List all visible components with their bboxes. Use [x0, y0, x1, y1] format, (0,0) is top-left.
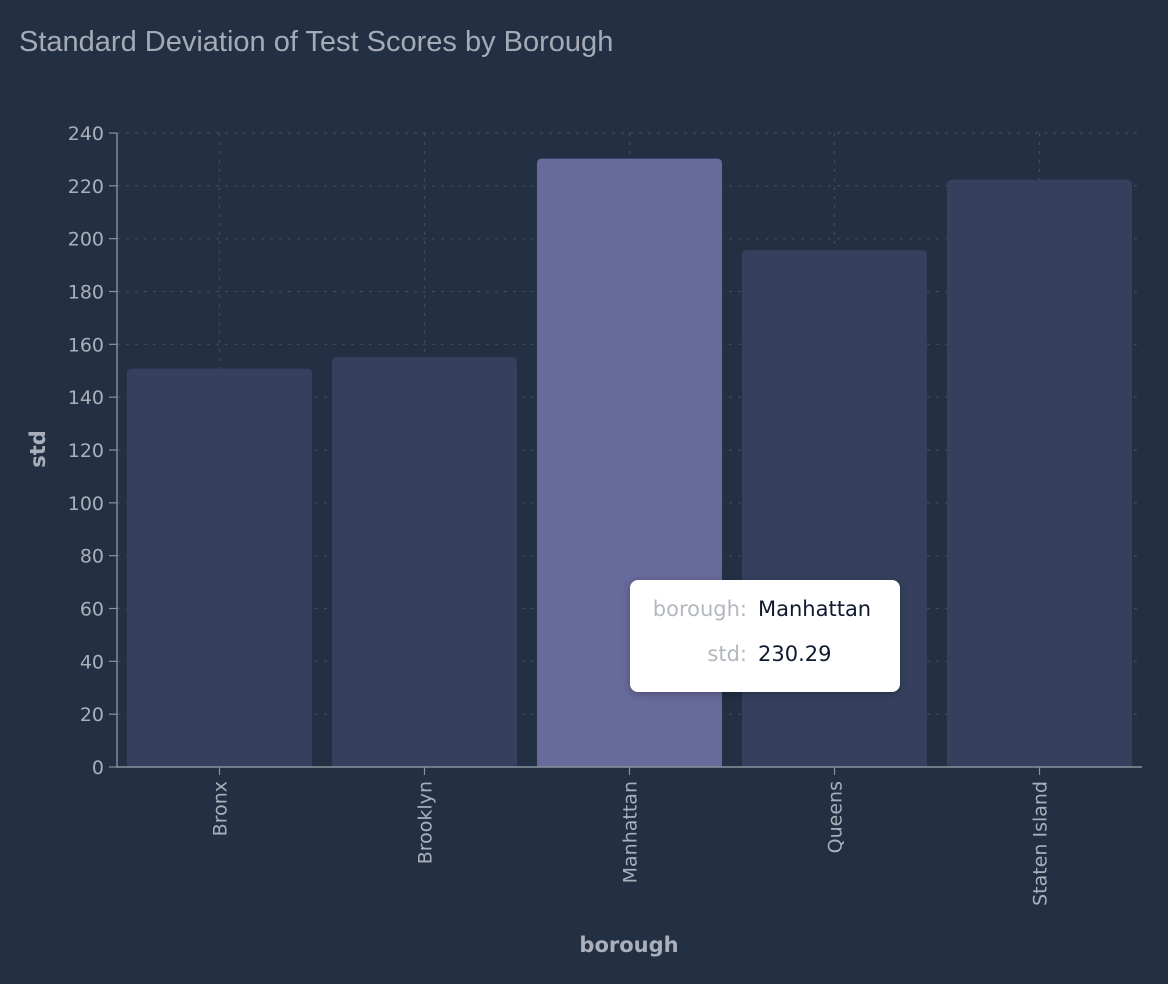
tooltip-value: Manhattan — [758, 597, 872, 621]
chart-title: Standard Deviation of Test Scores by Bor… — [19, 26, 614, 58]
y-axis-title: std — [26, 430, 50, 468]
y-tick-label: 80 — [80, 546, 104, 568]
y-tick-label: 20 — [80, 704, 104, 726]
y-tick-label: 200 — [68, 229, 104, 251]
y-tick-label: 40 — [80, 651, 104, 673]
y-tick-label: 140 — [68, 387, 104, 409]
y-tick-label: 220 — [68, 176, 104, 198]
y-tick-label: 180 — [68, 282, 104, 304]
bar-staten-island[interactable] — [947, 179, 1132, 767]
bar-bronx[interactable] — [127, 368, 312, 767]
x-tick-label: Bronx — [210, 781, 232, 836]
y-tick-label: 0 — [92, 757, 104, 779]
y-axis-ticks: 0 20 40 60 80 100 120 140 160 180 200 220 240 — [68, 123, 117, 779]
x-tick-label: Staten Island — [1030, 781, 1052, 906]
tooltip-row-borough: borough: Manhattan — [630, 597, 900, 627]
x-tick-label: Brooklyn — [415, 781, 437, 864]
tooltip-key: std: — [707, 642, 747, 666]
y-tick-label: 100 — [68, 493, 104, 515]
y-tick-label: 60 — [80, 599, 104, 621]
x-tick-label: Manhattan — [620, 781, 642, 883]
y-tick-label: 160 — [68, 334, 104, 356]
x-axis-ticks: Bronx Brooklyn Manhattan Queens Staten Islan… — [210, 767, 1052, 906]
x-tick-label: Queens — [825, 781, 847, 853]
tooltip-row-std: std: 230.29 — [630, 642, 900, 672]
y-tick-label: 120 — [68, 440, 104, 462]
tooltip: borough: Manhattan std: 230.29 — [630, 580, 900, 692]
tooltip-value: 230.29 — [758, 642, 832, 666]
x-axis-title: borough — [579, 933, 678, 957]
bar-brooklyn[interactable] — [332, 357, 517, 767]
tooltip-key: borough: — [652, 597, 747, 621]
y-tick-label: 240 — [68, 123, 104, 145]
